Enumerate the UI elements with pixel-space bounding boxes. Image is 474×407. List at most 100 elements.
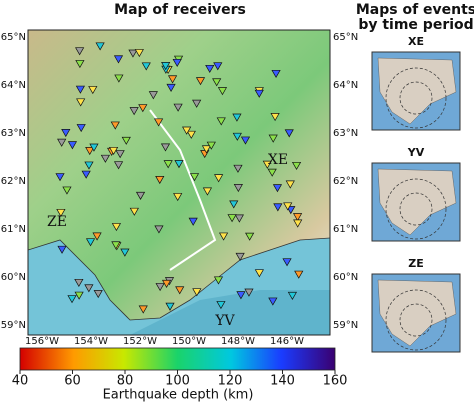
station bbox=[76, 124, 86, 133]
station bbox=[268, 134, 278, 143]
station bbox=[291, 161, 302, 171]
station bbox=[233, 184, 243, 193]
lon-label: 150°W bbox=[172, 336, 206, 347]
station bbox=[283, 202, 293, 211]
station bbox=[167, 75, 178, 84]
station bbox=[195, 77, 206, 86]
station bbox=[188, 217, 198, 226]
station bbox=[189, 173, 200, 182]
station bbox=[163, 160, 173, 169]
station bbox=[81, 170, 91, 179]
station bbox=[267, 168, 277, 177]
station bbox=[110, 121, 120, 130]
station bbox=[74, 278, 84, 288]
station bbox=[153, 118, 164, 127]
station bbox=[186, 130, 196, 139]
lat-label: 64°N bbox=[1, 80, 26, 91]
station bbox=[268, 297, 278, 306]
lon-label: 148°W bbox=[221, 336, 255, 347]
map-title: Map of receivers bbox=[114, 2, 246, 18]
station bbox=[134, 49, 144, 58]
lat-label: 63°N bbox=[1, 128, 26, 139]
lat-label: 59°N bbox=[333, 320, 358, 331]
lon-label: 154°W bbox=[74, 336, 108, 347]
station bbox=[166, 83, 176, 92]
station bbox=[212, 78, 222, 87]
station bbox=[62, 186, 72, 195]
coastline bbox=[28, 237, 330, 321]
network-label: XE bbox=[268, 152, 288, 168]
lon-label: 146°W bbox=[270, 336, 304, 347]
station bbox=[93, 290, 103, 299]
station bbox=[282, 258, 292, 267]
colorbar-tick-label: 120 bbox=[218, 374, 243, 389]
lat-label: 59°N bbox=[1, 320, 26, 331]
lon-label: 152°W bbox=[123, 336, 157, 347]
station bbox=[173, 103, 183, 112]
station bbox=[95, 42, 105, 51]
station bbox=[273, 203, 283, 212]
station bbox=[271, 69, 281, 79]
station bbox=[214, 174, 224, 183]
station bbox=[293, 219, 303, 228]
station bbox=[155, 283, 165, 292]
colorbar-tick-label: 160 bbox=[323, 374, 348, 389]
inset-ring bbox=[385, 178, 447, 240]
station bbox=[284, 129, 294, 138]
station bbox=[234, 214, 244, 223]
colorbar-tick-label: 140 bbox=[270, 374, 295, 389]
station bbox=[75, 47, 85, 56]
station bbox=[84, 161, 94, 170]
station bbox=[129, 207, 139, 216]
station bbox=[141, 62, 151, 71]
station bbox=[89, 143, 99, 152]
fault bbox=[149, 109, 217, 271]
station bbox=[192, 99, 202, 108]
station bbox=[205, 64, 215, 74]
lat-label: 60°N bbox=[1, 272, 26, 283]
map-frame bbox=[27, 29, 331, 336]
station bbox=[287, 291, 298, 300]
colorbar-tick-label: 40 bbox=[12, 374, 29, 389]
station bbox=[172, 58, 182, 68]
station bbox=[154, 225, 164, 234]
station bbox=[92, 232, 102, 241]
station bbox=[55, 173, 65, 182]
station bbox=[254, 269, 264, 278]
station bbox=[85, 238, 96, 247]
lat-label: 62°N bbox=[1, 176, 26, 187]
map-panel bbox=[28, 30, 330, 335]
station bbox=[245, 232, 255, 241]
inset-ring bbox=[399, 81, 433, 115]
station bbox=[113, 161, 124, 170]
station bbox=[165, 302, 175, 311]
station bbox=[155, 176, 165, 185]
station bbox=[56, 208, 66, 217]
inset-ring bbox=[399, 303, 433, 337]
station bbox=[100, 154, 110, 163]
station bbox=[232, 132, 242, 141]
lat-label: 65°N bbox=[1, 32, 26, 43]
inset-ring bbox=[385, 289, 447, 351]
station bbox=[294, 270, 304, 279]
colorbar-tick-label: 60 bbox=[64, 374, 81, 389]
station bbox=[227, 214, 237, 223]
station bbox=[111, 241, 121, 250]
station bbox=[236, 291, 246, 300]
station bbox=[233, 164, 243, 173]
side-title: by time period bbox=[358, 17, 473, 33]
station bbox=[120, 248, 130, 257]
station bbox=[75, 85, 86, 94]
station bbox=[67, 141, 78, 150]
station bbox=[138, 305, 148, 314]
station bbox=[229, 200, 239, 209]
station bbox=[57, 138, 67, 147]
station bbox=[213, 62, 223, 71]
station bbox=[206, 141, 216, 150]
station bbox=[57, 245, 67, 254]
lat-label: 61°N bbox=[1, 224, 26, 235]
station bbox=[160, 143, 171, 152]
colorbar-tick-label: 100 bbox=[165, 374, 190, 389]
